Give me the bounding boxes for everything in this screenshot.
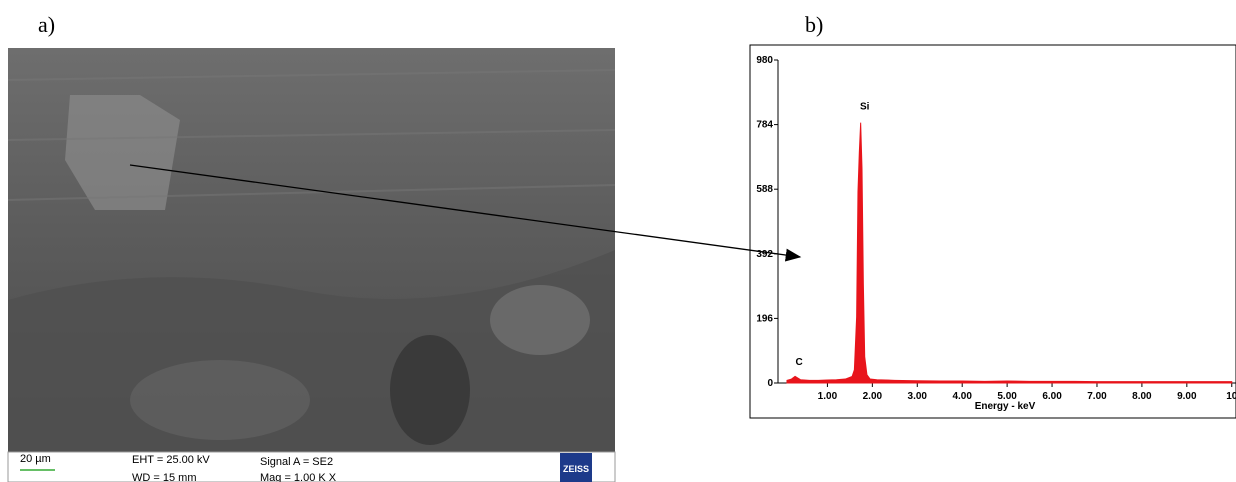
sem-info: Mag = 1.00 K X (260, 472, 337, 482)
panel-label: b) (805, 12, 823, 37)
x-tick-label: 2.00 (863, 391, 883, 402)
sem-info: EHT = 25.00 kV (132, 454, 210, 466)
x-tick-label: 5.00 (997, 391, 1017, 402)
chart-frame (749, 44, 1236, 419)
spectrum (786, 122, 1233, 384)
scale-bar-label: 20 µm (20, 453, 51, 465)
x-tick-label: 6.00 (1042, 391, 1062, 402)
y-tick-label: 980 (756, 55, 773, 66)
x-tick-label: 9.00 (1177, 391, 1197, 402)
sem-info: Signal A = SE2 (260, 456, 333, 468)
y-tick-label: 784 (756, 120, 773, 131)
x-axis-label: Energy - keV (975, 401, 1036, 412)
peak-label: C (795, 357, 802, 368)
x-tick-label: 3.00 (908, 391, 928, 402)
peak-label: Si (860, 101, 870, 112)
x-tick-label: 8.00 (1132, 391, 1152, 402)
y-tick-label: 392 (756, 249, 773, 260)
sem-info: WD = 15 mm (132, 472, 196, 482)
y-tick-label: 0 (767, 378, 773, 389)
panel-label: a) (38, 12, 55, 37)
sem-image (7, 48, 616, 482)
brand: ZEISS (563, 464, 589, 474)
x-tick-label: 7.00 (1087, 391, 1107, 402)
x-tick-label: 4.00 (952, 391, 972, 402)
y-tick-label: 196 (756, 313, 773, 324)
arrow (129, 164, 802, 262)
x-tick-label: 1.00 (818, 391, 838, 402)
x-tick-label: 10 (1226, 391, 1236, 402)
y-tick-label: 588 (756, 184, 773, 195)
